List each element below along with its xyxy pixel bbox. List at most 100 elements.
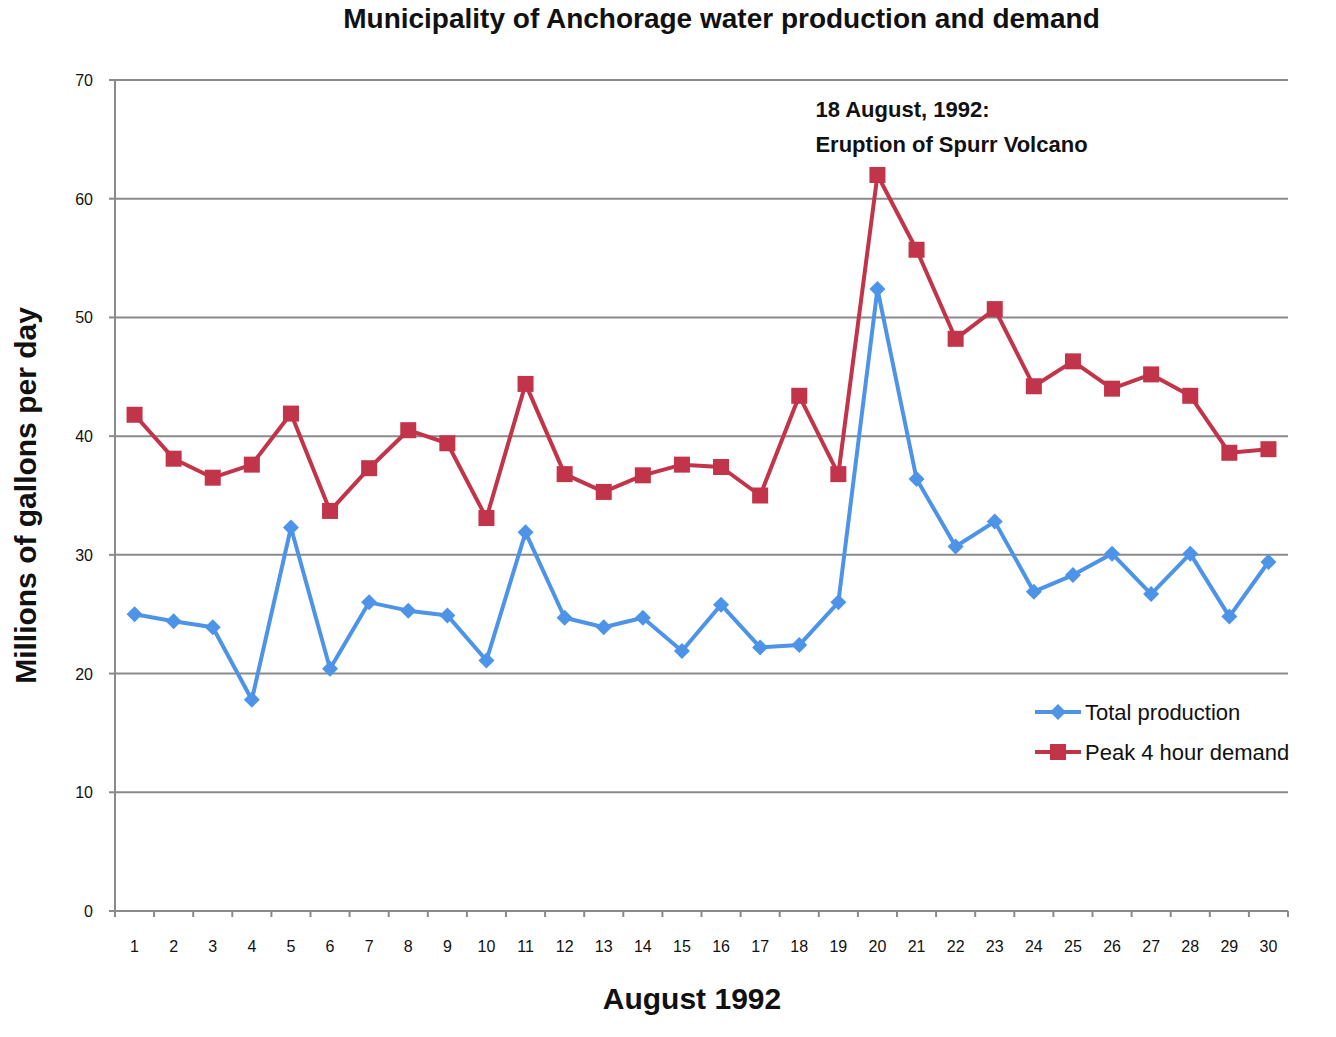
series-marker bbox=[205, 470, 221, 486]
x-tick bbox=[1170, 911, 1172, 917]
annotation: 18 August, 1992: bbox=[815, 97, 989, 122]
x-tick bbox=[231, 911, 233, 917]
series-marker bbox=[1221, 445, 1237, 461]
x-tick-label: 16 bbox=[712, 938, 730, 955]
series-marker bbox=[1104, 381, 1120, 397]
x-tick bbox=[192, 911, 194, 917]
x-tick bbox=[349, 911, 351, 917]
series-line bbox=[135, 175, 1269, 518]
x-tick-label: 23 bbox=[986, 938, 1004, 955]
x-tick bbox=[779, 911, 781, 917]
x-tick-label: 25 bbox=[1064, 938, 1082, 955]
x-tick-label: 18 bbox=[790, 938, 808, 955]
series-marker bbox=[948, 539, 964, 555]
series-marker bbox=[322, 503, 338, 519]
grid-line bbox=[115, 198, 1288, 200]
series-marker bbox=[830, 594, 846, 610]
series-marker bbox=[1026, 378, 1042, 394]
series-marker bbox=[596, 619, 612, 635]
grid-line bbox=[115, 316, 1288, 318]
series-marker bbox=[830, 466, 846, 482]
plot-data bbox=[127, 167, 1277, 708]
series-marker bbox=[478, 510, 494, 526]
chart: Municipality of Anchorage water producti… bbox=[0, 0, 1336, 1037]
series-marker bbox=[674, 457, 690, 473]
series-marker bbox=[166, 613, 182, 629]
series-marker bbox=[1182, 546, 1198, 562]
x-tick-label: 11 bbox=[517, 938, 534, 955]
series-marker bbox=[127, 606, 143, 622]
series-marker bbox=[439, 607, 455, 623]
x-tick bbox=[1131, 911, 1133, 917]
series-marker bbox=[127, 407, 143, 423]
x-tick-label: 10 bbox=[478, 938, 496, 955]
y-tick-label: 10 bbox=[75, 784, 93, 801]
x-tick bbox=[896, 911, 898, 917]
y-axis bbox=[114, 80, 116, 911]
x-tick-label: 1 bbox=[130, 938, 139, 955]
series-marker bbox=[322, 661, 338, 677]
x-tick-label: 22 bbox=[947, 938, 965, 955]
series-marker bbox=[557, 466, 573, 482]
x-tick-label: 9 bbox=[443, 938, 452, 955]
series-marker bbox=[1221, 609, 1237, 625]
x-tick bbox=[427, 911, 429, 917]
x-tick bbox=[310, 911, 312, 917]
series-marker bbox=[166, 451, 182, 467]
series-marker bbox=[791, 388, 807, 404]
legend-label: Peak 4 hour demand bbox=[1085, 740, 1289, 765]
x-tick-label: 3 bbox=[208, 938, 217, 955]
x-tick bbox=[388, 911, 390, 917]
x-tick bbox=[740, 911, 742, 917]
x-tick bbox=[505, 911, 507, 917]
series-marker bbox=[361, 460, 377, 476]
series-marker bbox=[400, 603, 416, 619]
series-marker bbox=[283, 520, 299, 536]
series-marker bbox=[518, 524, 534, 540]
series-marker bbox=[1026, 584, 1042, 600]
series-marker bbox=[713, 597, 729, 613]
series-marker bbox=[1260, 441, 1276, 457]
series-marker bbox=[1143, 366, 1159, 382]
x-tick bbox=[270, 911, 272, 917]
series-marker bbox=[439, 435, 455, 451]
x-tick-label: 12 bbox=[556, 938, 574, 955]
y-tick-label: 0 bbox=[84, 903, 93, 920]
x-tick-label: 2 bbox=[169, 938, 178, 955]
series-marker bbox=[909, 471, 925, 487]
series-marker bbox=[283, 406, 299, 422]
series-marker bbox=[244, 692, 260, 708]
series-marker bbox=[1260, 554, 1276, 570]
series-marker bbox=[205, 619, 221, 635]
series-marker bbox=[596, 484, 612, 500]
series-marker bbox=[791, 637, 807, 653]
x-tick-label: 4 bbox=[247, 938, 256, 955]
x-tick-label: 7 bbox=[365, 938, 374, 955]
x-axis-title: August 1992 bbox=[603, 982, 781, 1015]
series-marker bbox=[1143, 586, 1159, 602]
y-tick-label: 70 bbox=[75, 72, 93, 89]
x-tick-label: 17 bbox=[751, 938, 769, 955]
series-marker bbox=[752, 488, 768, 504]
x-tick bbox=[974, 911, 976, 917]
x-tick-label: 15 bbox=[673, 938, 691, 955]
x-tick bbox=[1248, 911, 1250, 917]
x-tick bbox=[935, 911, 937, 917]
x-tick bbox=[114, 911, 116, 917]
x-tick bbox=[544, 911, 546, 917]
x-tick bbox=[818, 911, 820, 917]
legend: Total productionPeak 4 hour demand bbox=[1035, 700, 1289, 765]
x-tick-label: 29 bbox=[1220, 938, 1238, 955]
x-tick-label: 30 bbox=[1260, 938, 1278, 955]
y-tick-label: 40 bbox=[75, 428, 93, 445]
series-marker bbox=[400, 422, 416, 438]
y-tick-label: 20 bbox=[75, 666, 93, 683]
x-tick-label: 20 bbox=[869, 938, 887, 955]
x-tick-label: 24 bbox=[1025, 938, 1043, 955]
series-marker bbox=[1065, 353, 1081, 369]
x-tick-label: 8 bbox=[404, 938, 413, 955]
x-tick bbox=[1092, 911, 1094, 917]
series-marker bbox=[518, 376, 534, 392]
x-tick bbox=[1209, 911, 1211, 917]
x-tick-label: 28 bbox=[1181, 938, 1199, 955]
